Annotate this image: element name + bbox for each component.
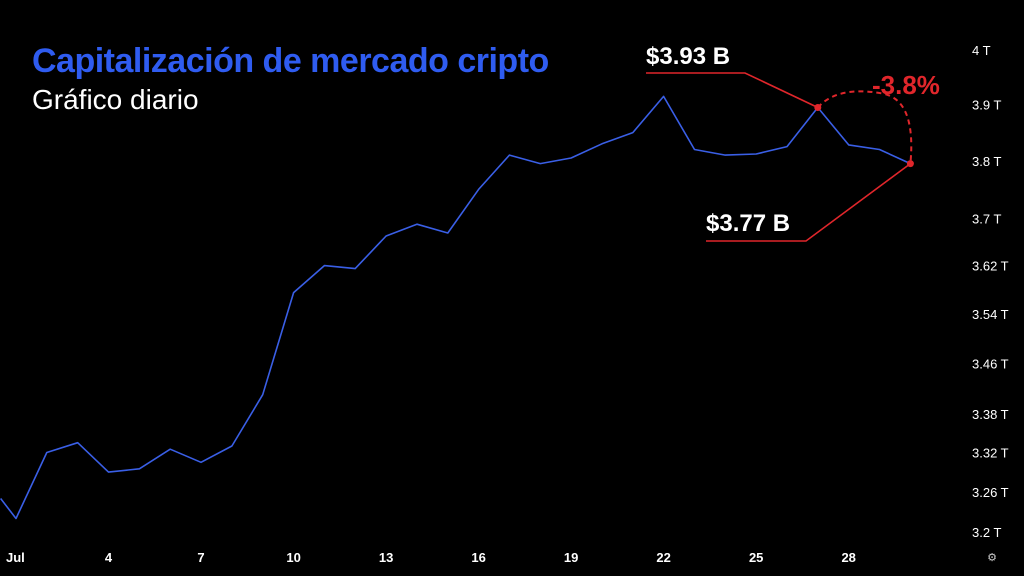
y-tick-label: 3.2 T: [972, 525, 1001, 540]
y-tick-label: 3.54 T: [972, 307, 1009, 322]
x-tick-label: 10: [286, 550, 300, 565]
x-tick-label: 19: [564, 550, 578, 565]
y-tick-label: 3.32 T: [972, 446, 1009, 461]
y-tick-label: 3.9 T: [972, 98, 1001, 113]
low-leader-line: [706, 162, 911, 242]
high-value-label: $3.93 B: [646, 43, 731, 70]
high-point-marker: [814, 104, 822, 111]
y-tick-label: 3.46 T: [972, 356, 1009, 371]
series-line: [0, 95, 911, 520]
y-tick-label: 3.26 T: [972, 485, 1009, 500]
x-tick-label: 7: [197, 550, 204, 565]
y-tick-label: 3.38 T: [972, 407, 1009, 422]
chart-title: Capitalización de mercado cripto: [32, 42, 549, 80]
x-tick-label: 13: [379, 550, 393, 565]
low-point-marker: [906, 160, 914, 168]
low-value-label: $3.77 B: [706, 210, 791, 237]
x-tick-label: 25: [749, 550, 763, 565]
y-tick-label: 3.8 T: [972, 154, 1001, 169]
y-tick-label: 3.62 T: [972, 259, 1009, 274]
y-tick-label: 3.7 T: [972, 211, 1001, 226]
x-tick-label: 16: [471, 550, 485, 565]
y-tick-label: 4 T: [972, 43, 991, 58]
change-arc: [817, 90, 913, 164]
change-percent-label: -3.8%: [872, 70, 940, 100]
x-tick-label: 4: [105, 550, 113, 565]
settings-icon[interactable]: ⚙: [987, 551, 997, 564]
x-tick-label: Jul: [6, 550, 25, 565]
x-tick-label: 28: [841, 550, 855, 565]
chart-subtitle: Gráfico diario: [32, 84, 199, 115]
x-tick-label: 22: [656, 550, 670, 565]
high-leader-line: [646, 72, 819, 109]
